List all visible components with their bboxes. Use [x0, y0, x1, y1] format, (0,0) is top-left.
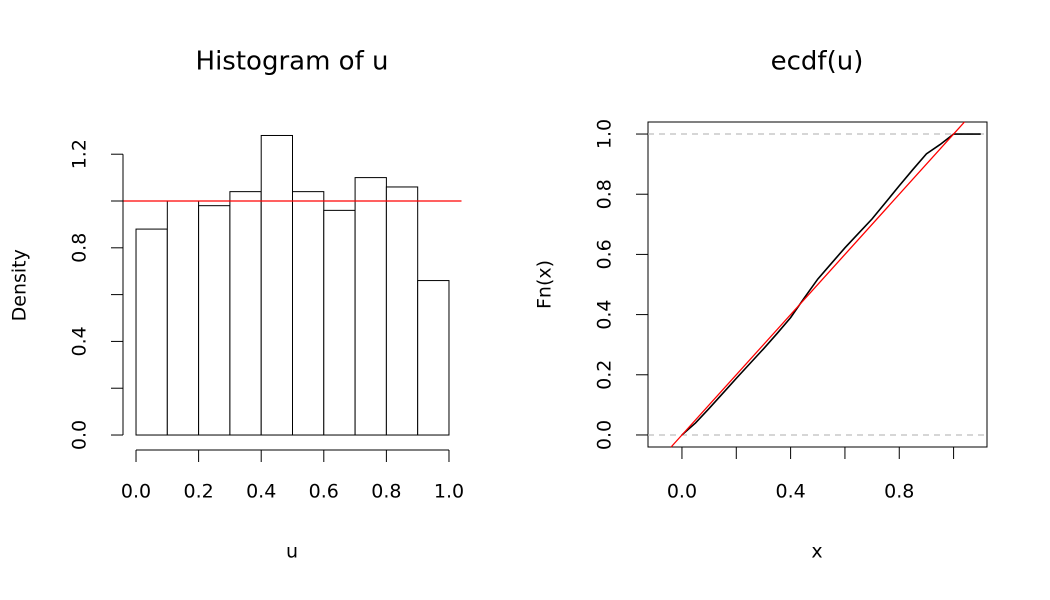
- x-tick-label: 0.0: [121, 481, 151, 503]
- y-axis-label: Fn(x): [534, 260, 556, 309]
- ecdf-line: [681, 133, 981, 436]
- y-tick-label: 0.6: [594, 239, 616, 269]
- x-tick-label: 0.4: [775, 481, 805, 503]
- x-tick-label: 0.6: [309, 481, 339, 503]
- bar: [323, 209, 356, 436]
- x-tick-label: 0.4: [246, 481, 276, 503]
- bar: [292, 191, 325, 436]
- bar: [385, 186, 419, 436]
- plot-box: [647, 121, 988, 448]
- chart-title: Histogram of u: [196, 47, 389, 77]
- chart-title: ecdf(u): [771, 47, 864, 77]
- bar: [166, 200, 200, 436]
- x-tick-label: 0.2: [184, 481, 214, 503]
- y-tick-label: 0.4: [594, 299, 616, 329]
- y-tick-label: 1.2: [69, 139, 91, 169]
- reference-line: [670, 121, 965, 448]
- x-tick-label: 0.0: [667, 481, 697, 503]
- bar: [229, 191, 262, 436]
- x-tick-label: 0.8: [884, 481, 914, 503]
- y-tick-label: 0.8: [594, 179, 616, 209]
- bar: [417, 280, 450, 436]
- y-tick-label: 0.0: [69, 420, 91, 450]
- bar: [135, 228, 168, 436]
- x-tick-label: 1.0: [434, 481, 464, 503]
- x-axis-label: x: [811, 541, 822, 563]
- bar: [354, 177, 387, 436]
- x-tick-label: 0.8: [371, 481, 401, 503]
- bar: [198, 205, 231, 436]
- y-tick-label: 0.4: [69, 326, 91, 356]
- y-tick-label: 0.0: [594, 420, 616, 450]
- y-tick-label: 0.2: [594, 360, 616, 390]
- x-axis-label: u: [286, 541, 298, 563]
- bar: [260, 134, 294, 436]
- y-axis-label: Density: [9, 249, 31, 321]
- y-tick-label: 0.8: [69, 233, 91, 263]
- y-tick-label: 1.0: [594, 119, 616, 149]
